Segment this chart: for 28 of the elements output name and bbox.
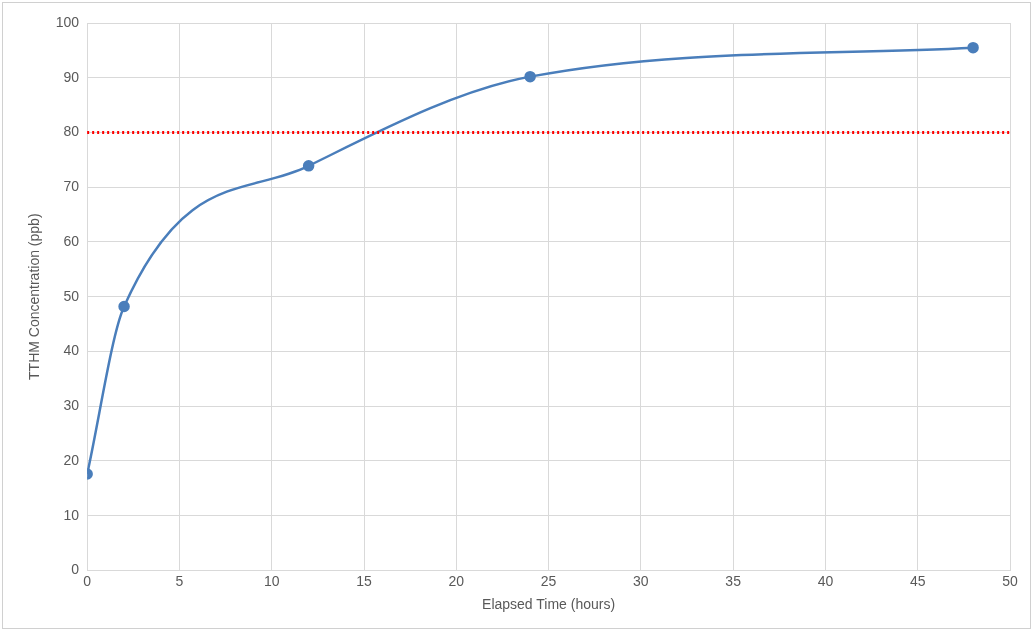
y-tick-label: 90 [63, 68, 80, 85]
y-tick-label: 80 [63, 123, 80, 140]
x-tick-label: 30 [633, 572, 649, 589]
y-tick-label: 10 [63, 506, 80, 523]
x-tick-label: 40 [817, 572, 834, 589]
point [524, 70, 536, 83]
x-tick-label: 5 [175, 572, 184, 589]
y-axis-title: TTHM Concentration (ppb) [26, 213, 43, 380]
y-tick-label: 0 [71, 561, 80, 578]
y-tick-label: 50 [63, 287, 80, 304]
x-tick-label: 10 [263, 572, 280, 589]
x-tick-label: 25 [540, 572, 557, 589]
x-tick-label: 45 [909, 572, 926, 589]
point [118, 300, 130, 313]
x-tick-label: 0 [83, 572, 92, 589]
x-tick-label: 35 [725, 572, 742, 589]
y-tick-label: 20 [63, 451, 80, 468]
x-axis-title: Elapsed Time (hours) [482, 596, 616, 613]
point [302, 160, 315, 172]
y-tick-label: 60 [63, 232, 80, 249]
y-tick-label: 100 [55, 13, 80, 30]
x-tick-label: 15 [356, 572, 373, 589]
y-tick-label: 40 [63, 342, 80, 359]
y-tick-label: 30 [63, 397, 80, 414]
x-tick-label: 50 [1002, 572, 1018, 589]
x-tick-label: 20 [448, 572, 465, 589]
y-tick-label: 70 [63, 178, 80, 195]
point [967, 41, 979, 54]
